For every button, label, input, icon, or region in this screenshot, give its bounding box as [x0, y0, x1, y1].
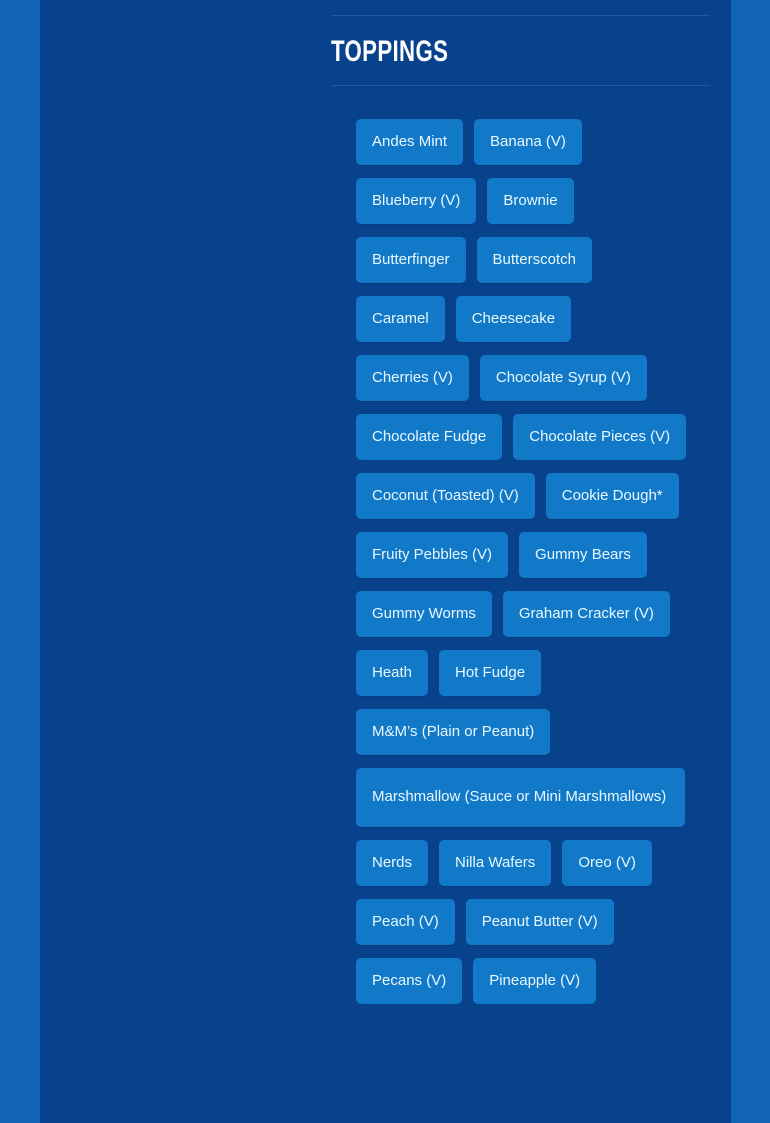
topping-tag[interactable]: Cookie Dough* [545, 473, 679, 519]
topping-tag[interactable]: Gummy Worms [356, 591, 492, 637]
topping-tag[interactable]: Fruity Pebbles (V) [356, 532, 509, 578]
toppings-tag-list: Andes Mint Banana (V) Blueberry (V) Brownie… [356, 119, 688, 1004]
topping-tag[interactable]: Cheesecake [455, 296, 572, 342]
topping-tag[interactable]: Marshmallow (Sauce or Mini Marshmallows) [356, 768, 685, 827]
topping-tag[interactable]: Butterscotch [476, 237, 592, 283]
topping-tag[interactable]: Pineapple (V) [473, 958, 597, 1004]
toppings-section: Toppings [331, 0, 710, 112]
topping-tag[interactable]: Chocolate Syrup (V) [479, 355, 647, 401]
topping-tag[interactable]: Blueberry (V) [356, 178, 477, 224]
topping-tag[interactable]: Heath [356, 650, 429, 696]
topping-tag[interactable]: Banana (V) [474, 119, 582, 165]
topping-tag[interactable]: Chocolate Fudge [356, 414, 503, 460]
topping-tag[interactable]: Gummy Bears [519, 532, 647, 578]
topping-tag[interactable]: Peach (V) [356, 899, 455, 945]
section-divider-top [331, 15, 710, 16]
topping-tag[interactable]: Coconut (Toasted) (V) [356, 473, 535, 519]
topping-tag[interactable]: Peanut Butter (V) [465, 899, 614, 945]
topping-tag[interactable]: Andes Mint [356, 119, 464, 165]
topping-tag[interactable]: M&M’s (Plain or Peanut) [356, 709, 551, 755]
topping-tag[interactable]: Oreo (V) [562, 840, 652, 886]
topping-tag[interactable]: Graham Cracker (V) [502, 591, 670, 637]
content-column: Toppings Andes Mint Banana (V) Blueberry (… [40, 0, 731, 1123]
page-title: Toppings [331, 35, 449, 68]
topping-tag[interactable]: Brownie [487, 178, 574, 224]
topping-tag[interactable]: Butterfinger [356, 237, 466, 283]
topping-tag[interactable]: Caramel [356, 296, 445, 342]
section-divider-bottom [331, 85, 710, 86]
topping-tag[interactable]: Nilla Wafers [439, 840, 552, 886]
topping-tag[interactable]: Pecans (V) [356, 958, 463, 1004]
topping-tag[interactable]: Cherries (V) [356, 355, 469, 401]
topping-tag[interactable]: Hot Fudge [439, 650, 542, 696]
topping-tag[interactable]: Chocolate Pieces (V) [513, 414, 687, 460]
topping-tag[interactable]: Nerds [356, 840, 429, 886]
